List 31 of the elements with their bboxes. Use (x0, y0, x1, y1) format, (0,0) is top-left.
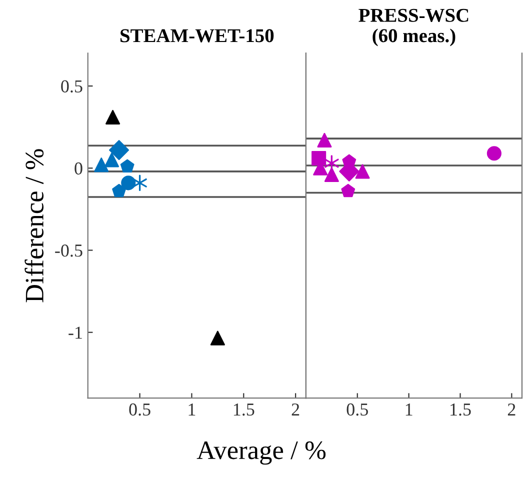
point (486, 146, 502, 161)
point (210, 330, 225, 346)
point (120, 159, 134, 173)
point (112, 184, 126, 198)
x-tick-label: 1 (406, 404, 412, 416)
x-tick-label: 0.5 (346, 403, 368, 416)
point (106, 110, 120, 124)
chart-title: PRESS-WSC (60 meas.) (358, 8, 468, 46)
x-tick-label: 1.5 (234, 404, 254, 416)
x-tick-label: 1.5 (450, 404, 471, 416)
point (341, 184, 356, 198)
y-tick-label: -1 (68, 326, 82, 339)
y-axis-title: Difference / % (24, 149, 44, 302)
y-tick-label: 0 (74, 162, 82, 175)
point (324, 167, 339, 182)
point (317, 132, 332, 148)
x-axis-title: Average / % (196, 441, 326, 465)
x-tick-label: 2 (292, 403, 300, 416)
point (312, 150, 326, 166)
point (355, 164, 370, 179)
x-tick-label: 1 (188, 404, 196, 416)
point (132, 174, 147, 192)
point (94, 158, 109, 172)
x-tick-label: 0.5 (129, 403, 150, 416)
point (121, 176, 136, 190)
x-tick-label: 2 (508, 403, 516, 416)
chart-title: STEAM-WET-150 (120, 29, 274, 42)
y-tick-label: -0.5 (55, 244, 82, 257)
point (104, 152, 120, 168)
point (109, 140, 130, 160)
y-tick-label: 0.5 (61, 80, 82, 93)
